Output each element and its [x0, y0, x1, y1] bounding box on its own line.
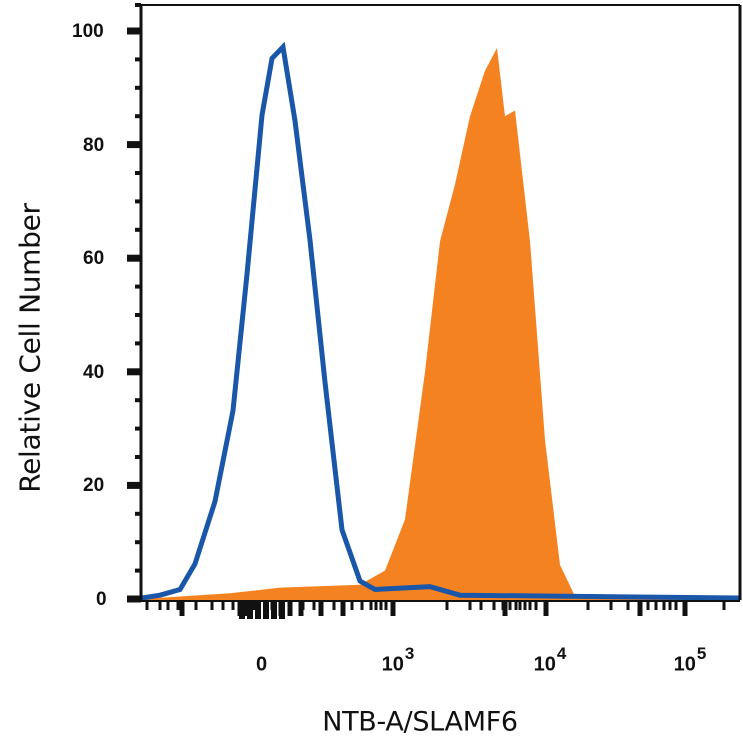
x-minor-tick [626, 602, 630, 610]
x-minor-tick [662, 602, 666, 610]
x-minor-tick [210, 602, 214, 610]
y-tick-label: 20 [83, 475, 105, 497]
y-minor-tick [135, 341, 141, 346]
y-minor-tick [135, 85, 141, 90]
x-major-tick [318, 602, 324, 616]
antibody-histogram-fill [141, 48, 740, 600]
y-major-tick [127, 254, 141, 262]
x-tick-label: 103 [381, 644, 415, 676]
x-minor-tick [231, 602, 235, 610]
y-major-tick [127, 27, 141, 35]
x-minor-tick [668, 602, 672, 610]
y-minor-tick [135, 540, 141, 545]
x-major-tick [340, 602, 346, 616]
x-tick-label: 105 [673, 644, 707, 676]
x-minor-tick [534, 602, 538, 610]
x-minor-tick [528, 602, 532, 610]
y-minor-tick [135, 284, 141, 289]
y-major-tick [127, 595, 141, 603]
x-zero-region-tick [247, 602, 253, 619]
y-major-tick [127, 141, 141, 149]
x-major-tick [682, 602, 688, 616]
x-major-tick [637, 602, 643, 616]
x-minor-tick [374, 602, 378, 610]
y-axis-label: Relative Cell Number [13, 203, 47, 493]
x-minor-tick [518, 602, 522, 610]
x-minor-tick [722, 602, 726, 610]
x-zero-region-tick [255, 602, 261, 619]
x-minor-tick [194, 602, 198, 610]
x-major-tick [298, 602, 304, 616]
x-major-tick [390, 602, 396, 616]
x-minor-tick [360, 602, 364, 610]
x-tick-label: 0 [255, 653, 268, 676]
x-minor-tick [176, 602, 180, 610]
y-tick-label: 100 [72, 21, 104, 42]
y-tick-label: 80 [83, 134, 105, 156]
x-zero-region-tick [279, 602, 285, 619]
x-minor-tick [646, 602, 650, 610]
x-minor-tick [479, 602, 483, 610]
x-zero-region-tick [239, 602, 245, 619]
antibody-series-area [141, 48, 740, 600]
x-minor-tick [369, 602, 373, 610]
y-minor-tick [135, 313, 141, 317]
y-minor-tick [135, 426, 141, 431]
x-major-tick [287, 602, 293, 616]
y-minor-tick [135, 398, 141, 403]
x-minor-tick [468, 602, 472, 610]
x-minor-tick [523, 602, 527, 610]
x-minor-tick [145, 602, 149, 610]
y-minor-tick [135, 511, 141, 516]
x-minor-tick [514, 602, 518, 610]
x-minor-tick [609, 602, 613, 610]
y-minor-tick [135, 57, 141, 62]
x-major-tick [502, 602, 508, 616]
y-axis-ticks [127, 3, 141, 603]
y-minor-tick [135, 568, 141, 573]
x-minor-tick [508, 602, 512, 610]
x-minor-tick [379, 602, 383, 610]
x-tick-label: 104 [533, 644, 567, 676]
y-minor-tick [135, 114, 141, 119]
x-zero-region-tick [271, 602, 277, 619]
x-minor-tick [252, 602, 256, 610]
y-major-tick [127, 481, 141, 489]
x-minor-tick [654, 602, 658, 610]
y-tick-label: 40 [83, 361, 105, 383]
x-minor-tick [166, 602, 170, 610]
x-major-tick [179, 602, 185, 616]
x-minor-tick [674, 602, 678, 610]
x-minor-tick [221, 602, 225, 610]
x-axis-label: NTB-A/SLAMF6 [322, 706, 518, 738]
x-minor-tick [312, 602, 316, 610]
x-major-tick [543, 602, 549, 616]
y-tick-label: 60 [83, 248, 105, 270]
x-minor-tick [332, 602, 336, 610]
y-minor-tick [135, 171, 141, 175]
x-minor-tick [350, 602, 354, 610]
x-minor-tick [384, 602, 388, 610]
x-zero-region-tick [263, 602, 269, 619]
isotype-histogram-outline [141, 41, 741, 601]
plot-frame [139, 4, 742, 602]
x-minor-tick [492, 602, 496, 610]
y-minor-tick [135, 227, 141, 232]
y-minor-tick [135, 199, 141, 204]
y-major-tick [127, 368, 141, 376]
x-minor-tick [445, 602, 449, 610]
x-axis-ticks [145, 602, 726, 619]
isotype-series-line [141, 41, 741, 601]
x-minor-tick [586, 602, 590, 610]
y-tick-label: 0 [96, 589, 107, 610]
x-minor-tick [158, 602, 162, 610]
y-minor-tick [135, 455, 141, 459]
x-major-tick [243, 602, 249, 616]
